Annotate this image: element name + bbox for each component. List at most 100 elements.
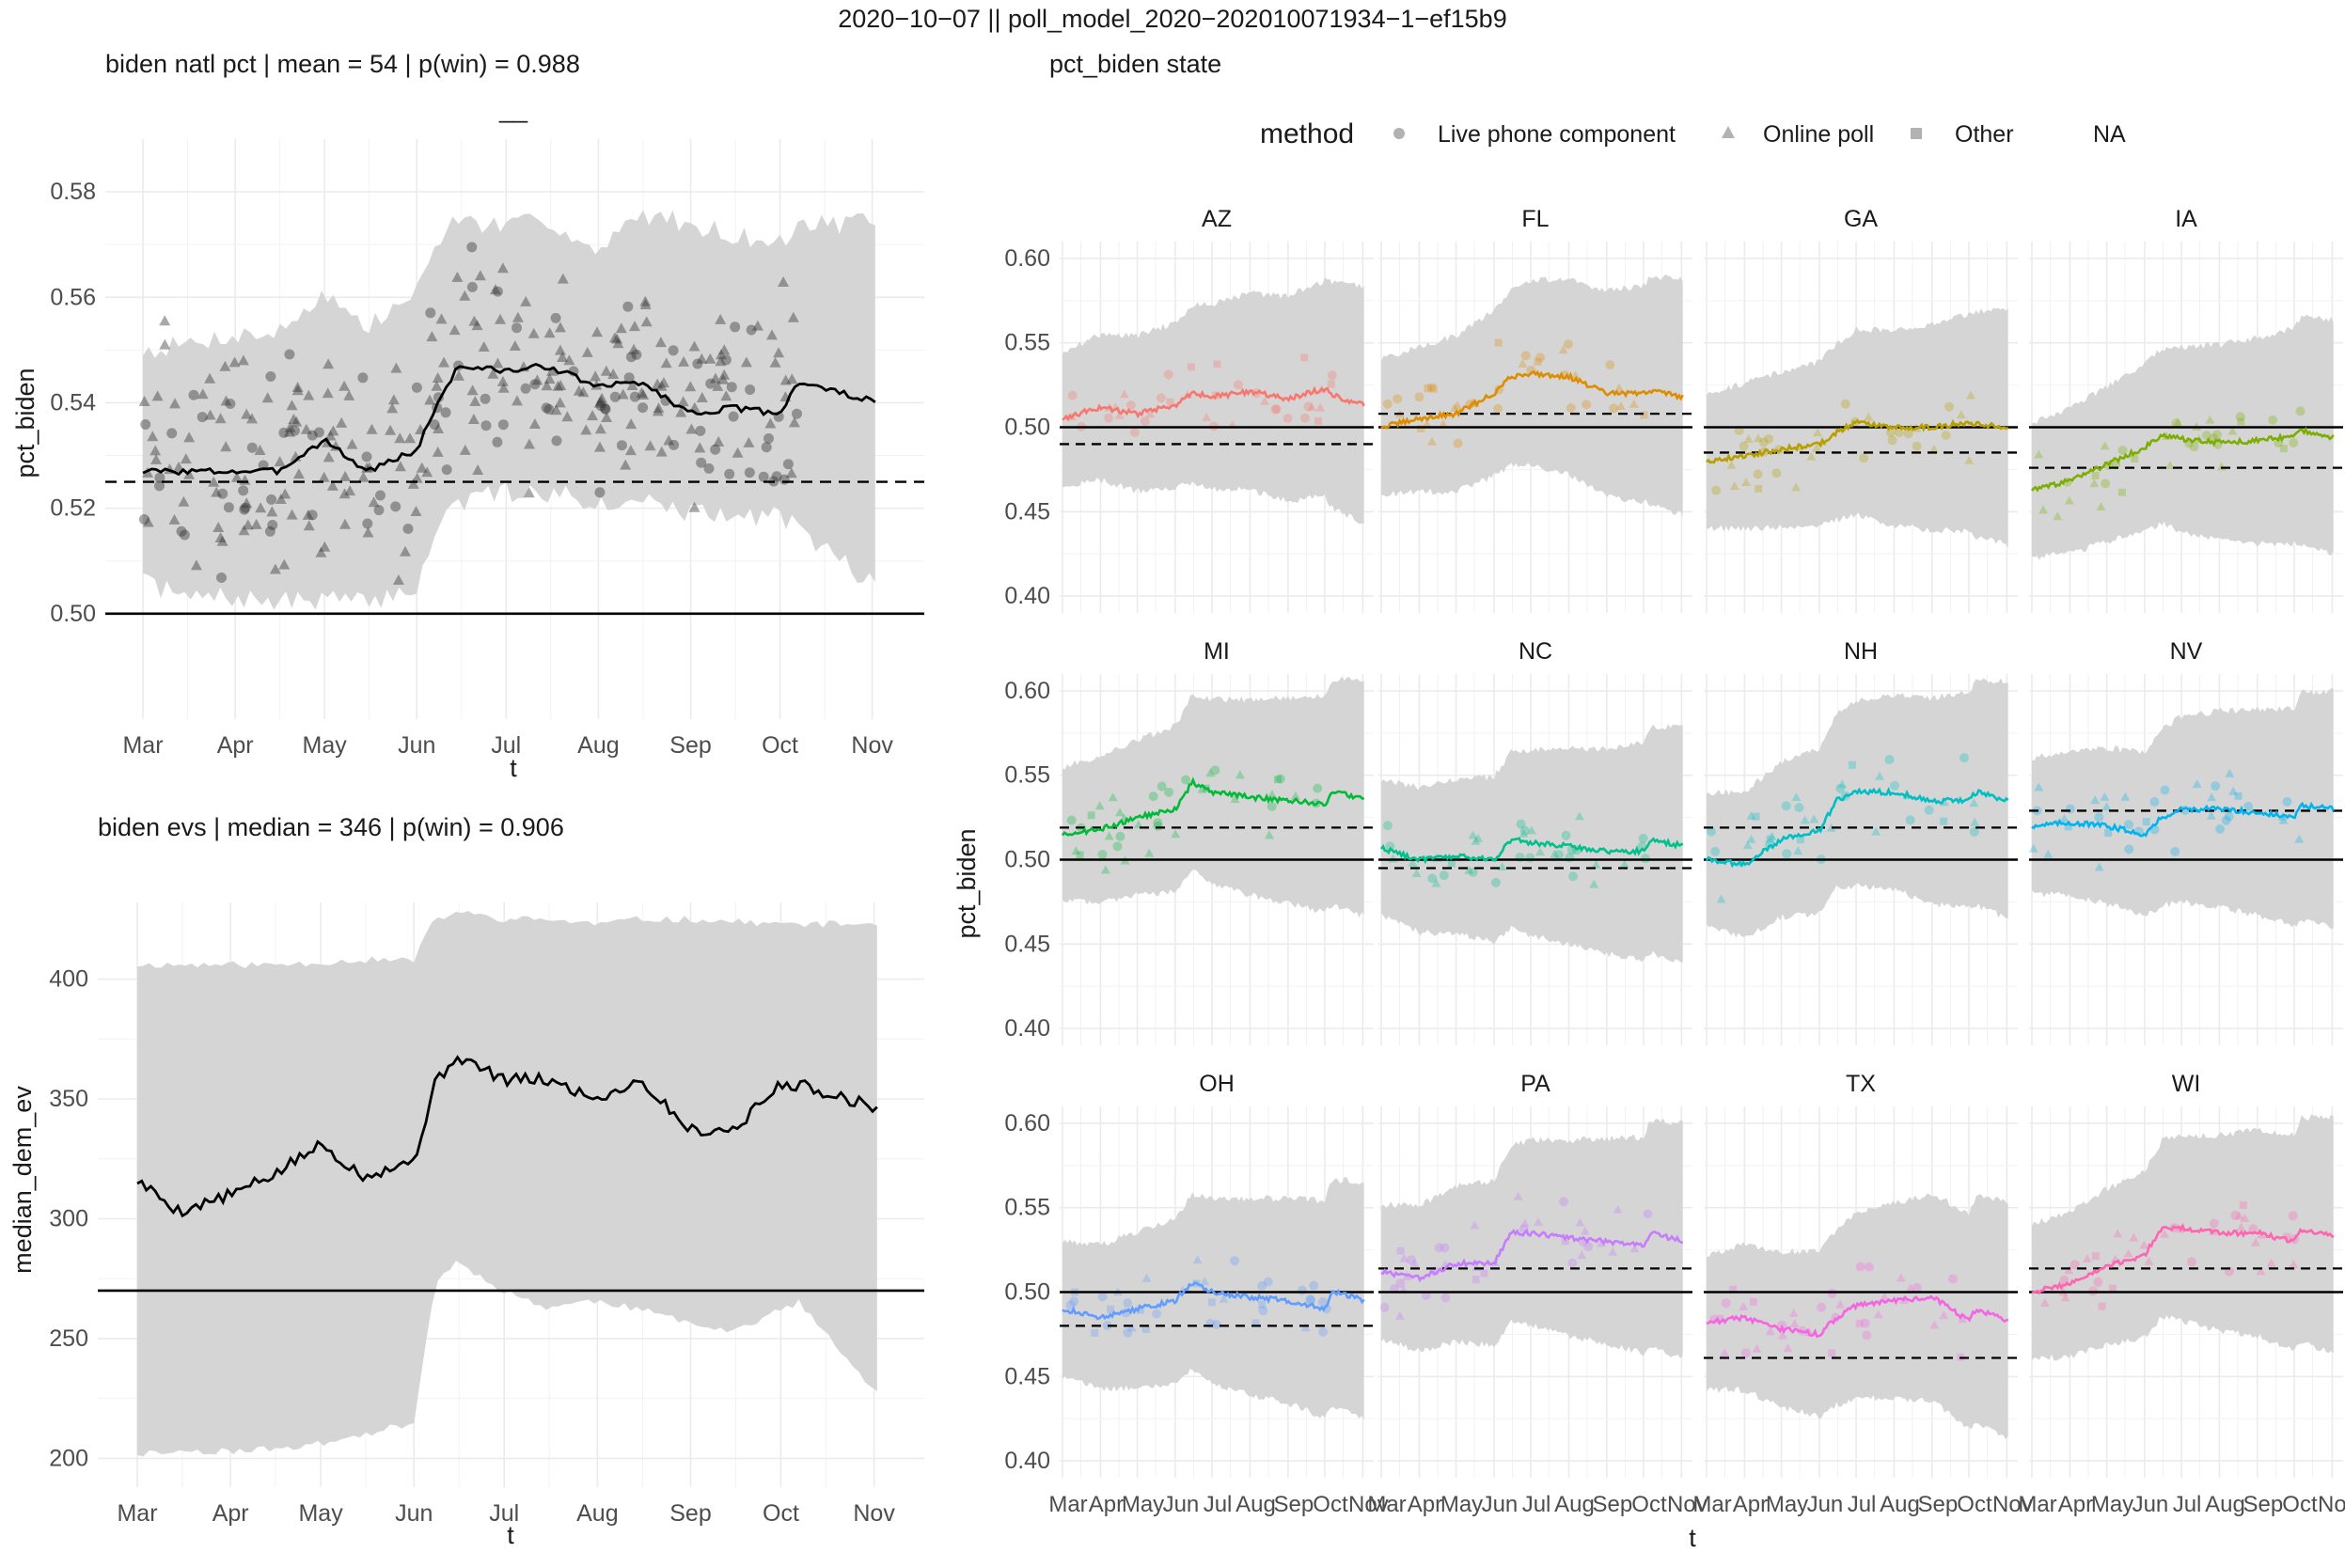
state-poll-point-other xyxy=(2091,1252,2100,1261)
natl-poll-point-online xyxy=(366,423,378,434)
state-panel-nh: NH xyxy=(1704,638,2018,1045)
state-poll-point-online xyxy=(2294,834,2305,843)
natl-poll-point-online xyxy=(718,368,731,380)
state-x-tick-label: Jun xyxy=(2133,1492,2169,1517)
natl-poll-point-phone xyxy=(267,520,278,530)
state-poll-point-online xyxy=(1871,826,1881,836)
natl-poll-point-online xyxy=(712,380,724,391)
state-poll-point-online xyxy=(1629,1244,1640,1253)
state-poll-point-phone xyxy=(1233,380,1243,390)
state-poll-point-phone xyxy=(1385,841,1395,852)
state-poll-point-phone xyxy=(1884,755,1895,764)
state-poll-point-phone xyxy=(1959,753,1969,763)
natl-poll-point-phone xyxy=(278,427,290,438)
natl-poll-point-online xyxy=(216,535,228,546)
state-poll-point-online xyxy=(2034,782,2044,792)
state-poll-point-online xyxy=(1574,811,1584,821)
state-poll-point-online xyxy=(2278,815,2289,824)
state-poll-point-online xyxy=(1192,1255,1203,1264)
natl-poll-point-online xyxy=(511,311,524,322)
natl-poll-point-phone xyxy=(600,403,611,415)
state-poll-point-phone xyxy=(1794,803,1804,813)
state-poll-point-online xyxy=(1928,444,1939,453)
state-poll-point-other xyxy=(1314,417,1322,425)
natl-poll-point-online xyxy=(183,431,196,443)
natl-poll-point-online xyxy=(787,311,799,322)
natl-poll-point-online xyxy=(715,349,727,360)
natl-poll-point-online xyxy=(326,479,338,491)
natl-poll-point-online xyxy=(524,438,535,449)
natl-poll-point-online xyxy=(785,467,797,478)
natl-poll-point-phone xyxy=(695,425,706,436)
state-poll-point-online xyxy=(2228,786,2239,795)
state-poll-point-online xyxy=(2227,426,2238,435)
state-poll-point-online xyxy=(2251,1237,2260,1247)
natl-poll-point-online xyxy=(561,411,574,422)
state-poll-point-phone xyxy=(2289,438,2299,447)
state-poll-point-online xyxy=(1422,419,1432,429)
natl-poll-point-online xyxy=(283,426,295,437)
natl-poll-point-phone xyxy=(763,433,774,444)
natl-y-label: pct_biden xyxy=(11,368,39,478)
natl-subtitle: __ xyxy=(498,95,528,123)
state-poll-point-online xyxy=(1464,865,1474,874)
legend-entry-online: Online poll xyxy=(1763,121,1874,148)
state-poll-point-phone xyxy=(1758,437,1769,447)
natl-poll-point-online xyxy=(346,438,358,449)
natl-poll-point-online xyxy=(509,340,521,351)
natl-poll-point-online xyxy=(433,423,445,433)
natl-poll-point-online xyxy=(237,354,249,366)
state-poll-point-online xyxy=(1411,869,1422,877)
natl-poll-point-online xyxy=(496,375,509,386)
state-poll-point-online xyxy=(1741,478,1752,486)
state-poll-point-phone xyxy=(1313,783,1323,793)
natl-poll-point-online xyxy=(786,373,798,384)
natl-poll-point-phone xyxy=(792,408,802,419)
natl-poll-point-online xyxy=(654,337,667,348)
natl-poll-point-online xyxy=(636,386,648,398)
natl-poll-point-online xyxy=(660,357,672,368)
natl-poll-point-online xyxy=(344,485,356,496)
state-poll-point-online xyxy=(1527,825,1536,835)
state-poll-point-phone xyxy=(1641,854,1650,864)
state-x-tick-label: Nov xyxy=(2318,1492,2345,1517)
natl-poll-point-online xyxy=(338,488,351,499)
natl-poll-point-phone xyxy=(492,436,503,447)
state-poll-point-other xyxy=(1494,338,1503,347)
state-poll-point-online xyxy=(1791,792,1802,802)
state-poll-point-phone xyxy=(2230,1210,2241,1220)
natl-poll-point-online xyxy=(557,352,569,362)
state-x-tick-label: Oct xyxy=(1631,1492,1667,1517)
state-x-tick-label: May xyxy=(2091,1492,2133,1517)
state-poll-point-phone xyxy=(1317,1297,1328,1307)
state-poll-point-online xyxy=(1613,383,1624,392)
natl-poll-point-phone xyxy=(726,382,737,393)
state-poll-point-online xyxy=(2173,417,2183,427)
state-x-tick-label: Oct xyxy=(1313,1492,1348,1517)
state-poll-point-online xyxy=(2139,1240,2149,1249)
state-poll-point-phone xyxy=(1764,433,1774,444)
state-poll-point-phone xyxy=(1554,850,1564,860)
state-poll-point-online xyxy=(1230,794,1240,804)
state-panel-label: PA xyxy=(1520,1071,1550,1097)
state-poll-point-online xyxy=(1115,808,1125,817)
state-poll-point-online xyxy=(1519,1218,1530,1228)
natl-poll-point-online xyxy=(639,299,652,309)
natl-poll-point-online xyxy=(362,526,374,538)
state-poll-point-phone xyxy=(1740,1348,1751,1358)
natl-poll-point-phone xyxy=(668,345,679,356)
natl-poll-point-online xyxy=(492,357,504,368)
natl-poll-point-phone xyxy=(284,349,295,360)
natl-poll-point-phone xyxy=(411,382,422,393)
natl-poll-point-online xyxy=(626,380,638,390)
natl-poll-point-phone xyxy=(140,419,151,430)
natl-poll-point-online xyxy=(655,446,668,457)
state-poll-point-online xyxy=(1726,460,1737,469)
natl-poll-point-online xyxy=(718,344,731,355)
natl-poll-point-online xyxy=(637,389,650,400)
natl-poll-point-phone xyxy=(238,485,249,496)
state-poll-point-phone xyxy=(1309,1280,1319,1291)
state-poll-point-online xyxy=(1439,419,1448,429)
natl-poll-point-phone xyxy=(594,487,606,498)
